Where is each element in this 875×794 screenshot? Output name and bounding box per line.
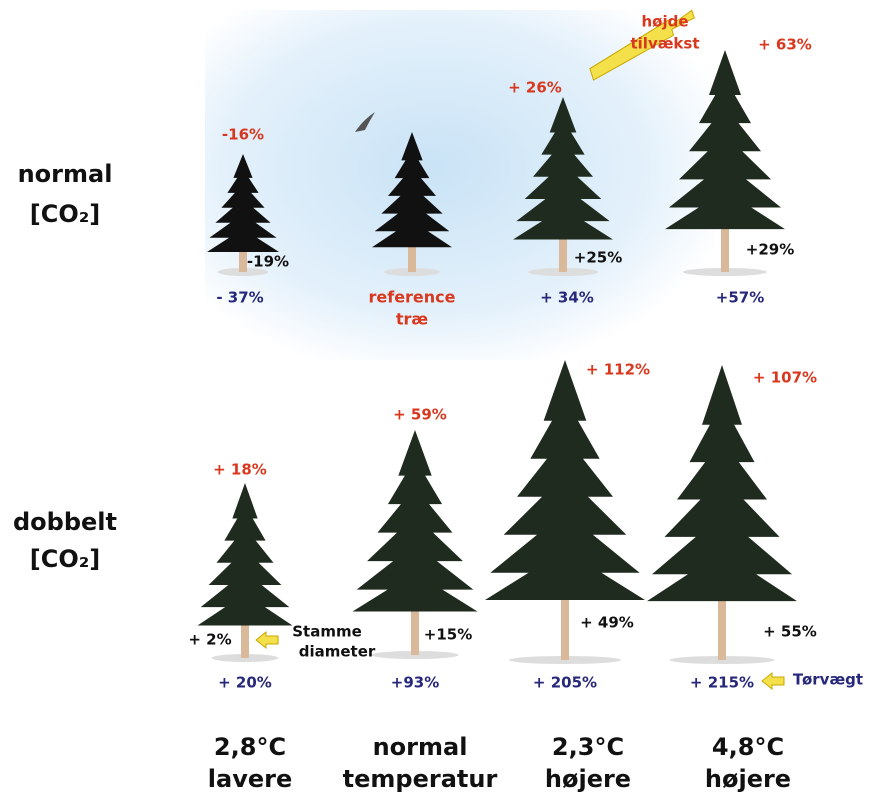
tree-crown	[647, 365, 797, 601]
column-label: normal	[373, 733, 468, 761]
height-change: + 112%	[586, 361, 650, 379]
tree-trunk	[561, 594, 569, 660]
weight-change: - 37%	[216, 289, 263, 307]
weight-change: + 215%	[690, 674, 754, 692]
height-change: + 26%	[508, 79, 562, 97]
infographic: normal [CO₂] dobbelt [CO₂] -16% -19% - 37% refe…	[0, 0, 875, 794]
weight-change: +57%	[716, 289, 764, 307]
row-label: [CO₂]	[30, 545, 100, 573]
column-label: temperatur	[343, 765, 498, 793]
height-change: + 18%	[213, 461, 267, 479]
annotation: højde	[641, 13, 688, 31]
tree-trunk	[721, 223, 729, 272]
reference-label: reference	[368, 288, 455, 307]
column-label: 4,8°C	[712, 733, 784, 761]
column-label: 2,3°C	[552, 733, 624, 761]
column-label: lavere	[208, 765, 292, 793]
height-change: + 63%	[758, 36, 812, 54]
annotation: Tørvægt	[793, 671, 863, 689]
row-label: normal	[18, 160, 113, 188]
column-label: højere	[545, 765, 631, 793]
row-label: dobbelt	[13, 508, 117, 536]
diameter-change: -19%	[247, 253, 289, 271]
height-change: + 107%	[753, 369, 817, 387]
height-change: + 59%	[393, 406, 447, 424]
diameter-change: +29%	[746, 241, 794, 259]
annotation: diameter	[299, 643, 376, 661]
weight-change: +93%	[391, 674, 439, 692]
tree-crown	[485, 360, 645, 600]
diameter-change: +25%	[574, 249, 622, 267]
tree-trunk	[411, 606, 419, 656]
diameter-change: +15%	[424, 626, 472, 644]
arrow	[762, 673, 784, 689]
annotation: Stamme	[292, 623, 362, 641]
diameter-change: + 2%	[188, 631, 231, 649]
diameter-change: + 55%	[763, 623, 817, 641]
tree-trunk	[718, 595, 726, 660]
diameter-change: + 49%	[580, 614, 634, 632]
column-label: 2,8°C	[214, 733, 286, 761]
tree-crown	[198, 483, 293, 626]
arrow	[256, 632, 278, 648]
sky-background	[205, 10, 715, 360]
reference-label: træ	[396, 310, 428, 329]
column-label: højere	[705, 765, 791, 793]
weight-change: + 34%	[540, 289, 594, 307]
weight-change: + 205%	[533, 674, 597, 692]
tree-crown	[353, 430, 478, 612]
weight-change: + 20%	[218, 674, 272, 692]
row-label: [CO₂]	[30, 200, 100, 228]
annotation: tilvækst	[630, 35, 699, 53]
height-change: -16%	[222, 126, 264, 144]
